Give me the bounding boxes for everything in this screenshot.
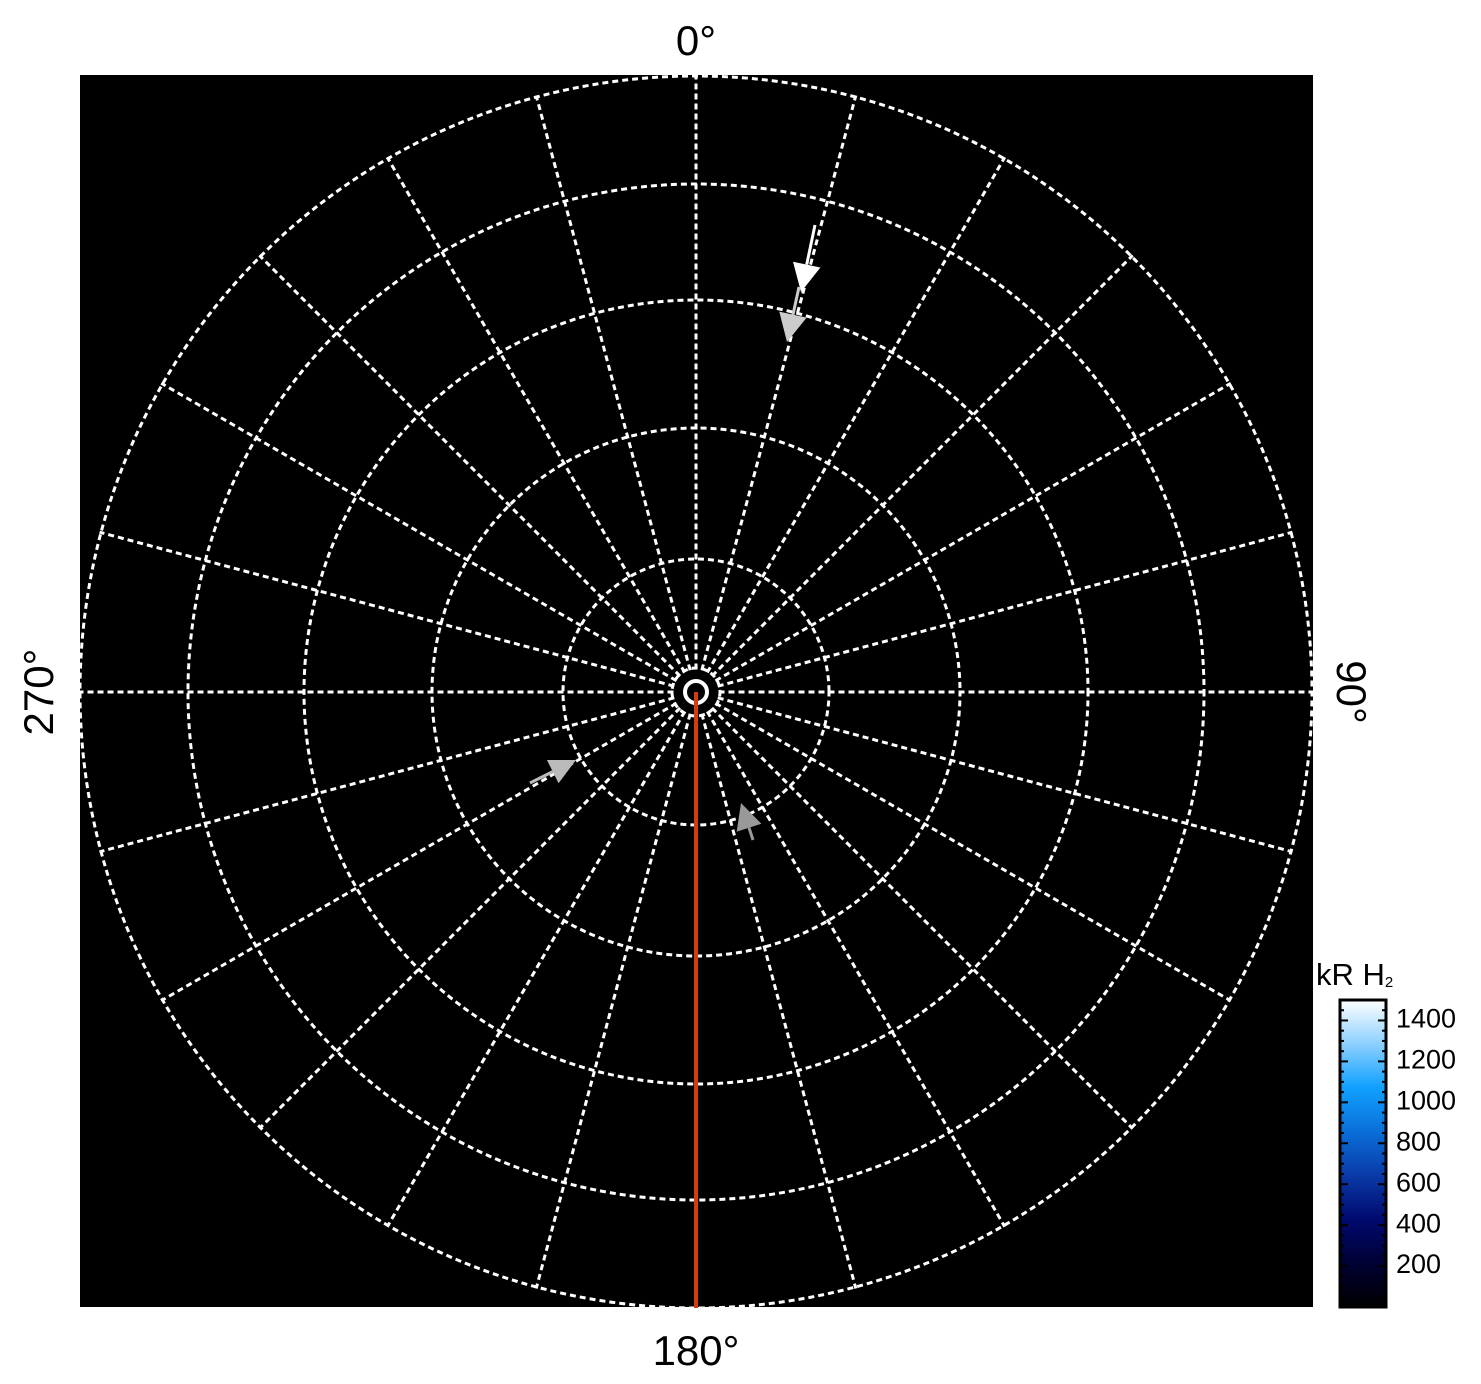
arrow-head xyxy=(736,803,762,832)
arrow-shaft xyxy=(747,827,755,841)
colorbar xyxy=(1338,998,1388,1309)
grid-spoke xyxy=(705,156,1007,674)
flow-arrow xyxy=(529,760,576,785)
colorbar-title-text: kR H xyxy=(1316,957,1385,992)
grid-spoke xyxy=(717,696,1293,854)
arrow-shaft xyxy=(791,286,801,315)
arrow-head xyxy=(546,760,576,784)
grid-ring xyxy=(302,298,1090,1086)
grid-spoke xyxy=(160,381,678,683)
grid-spoke xyxy=(714,381,1232,683)
grid-spoke xyxy=(700,713,858,1289)
grid-spoke xyxy=(710,254,1134,678)
grid-ring xyxy=(186,182,1206,1202)
arrow-shaft xyxy=(529,770,554,785)
angular-label-0: 0° xyxy=(676,17,716,64)
colorbar-tick-label: 1200 xyxy=(1396,1045,1456,1075)
grid-spoke xyxy=(534,713,692,1289)
flow-arrow xyxy=(779,286,807,342)
grid-spoke xyxy=(160,701,678,1003)
grid-spoke xyxy=(710,706,1134,1130)
grid-spoke xyxy=(99,530,675,688)
flow-arrow xyxy=(793,224,821,292)
colorbar-tick-label: 200 xyxy=(1396,1249,1441,1279)
grid-spoke xyxy=(258,254,682,678)
grid-spoke xyxy=(534,95,692,671)
grid-spoke xyxy=(714,701,1232,1003)
colorbar-title: kR H2 xyxy=(1316,957,1393,992)
angular-label-270: 270° xyxy=(15,649,62,736)
colorbar-tick-label: 1000 xyxy=(1396,1085,1456,1115)
grid-spoke xyxy=(700,95,858,671)
flow-arrow xyxy=(736,803,762,841)
arrow-head xyxy=(779,311,807,342)
grid-spoke xyxy=(717,530,1293,688)
grid-spoke xyxy=(385,156,687,674)
grid-spoke xyxy=(385,710,687,1228)
arrow-shaft xyxy=(805,224,817,265)
grid-ring xyxy=(78,74,1314,1310)
colorbar-tick-label: 400 xyxy=(1396,1208,1441,1238)
grid-spoke xyxy=(258,706,682,1130)
grid-spoke xyxy=(705,710,1007,1228)
colorbar-title-subscript: 2 xyxy=(1385,974,1393,991)
colorbar-tick-label: 800 xyxy=(1396,1126,1441,1156)
angular-label-180: 180° xyxy=(653,1327,740,1374)
angular-label-90: 90° xyxy=(1328,660,1375,724)
colorbar-tick-label: 1400 xyxy=(1396,1004,1456,1034)
colorbar-tick-label: 600 xyxy=(1396,1167,1441,1197)
arrow-head xyxy=(793,261,821,292)
grid-ring xyxy=(670,666,722,718)
grid-spoke xyxy=(99,696,675,854)
